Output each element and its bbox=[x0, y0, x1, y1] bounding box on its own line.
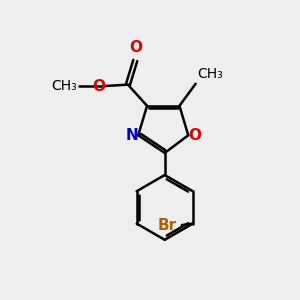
Text: Br: Br bbox=[158, 218, 177, 232]
Text: O: O bbox=[129, 40, 142, 55]
Text: N: N bbox=[125, 128, 138, 143]
Text: CH₃: CH₃ bbox=[52, 79, 77, 93]
Text: O: O bbox=[92, 79, 105, 94]
Text: O: O bbox=[188, 128, 201, 143]
Text: CH₃: CH₃ bbox=[197, 67, 223, 81]
